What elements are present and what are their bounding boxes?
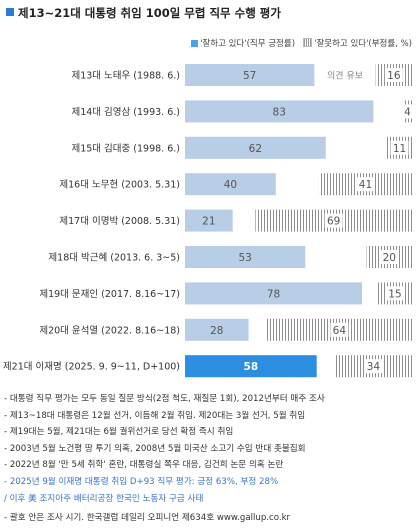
positive-bar — [185, 246, 306, 268]
negative-value-label: 15 — [388, 288, 401, 300]
legend-positive-label: '잘하고 있다'(직무 긍정률) — [200, 39, 296, 49]
negative-value-bg — [401, 104, 414, 119]
stacked-bar-chart: 제13대 노태우 (1988. 6.) 57 16 제14대 김영삼 (1993. 6… — [3, 64, 414, 378]
negative-value-label: 41 — [359, 179, 372, 191]
negative-value-label: 64 — [333, 325, 347, 337]
positive-value-label: 53 — [238, 252, 251, 264]
negative-value-label: 11 — [393, 143, 406, 155]
negative-value-bg — [364, 359, 383, 374]
positive-bar — [185, 282, 363, 305]
positive-value-label: 57 — [243, 70, 256, 82]
row-label: 제17대 이명박 (2008. 5.31) — [59, 216, 180, 227]
legend-negative-swatch — [303, 38, 313, 47]
positive-value-label: 83 — [273, 106, 286, 118]
negative-value-label: 69 — [327, 216, 340, 228]
row-label: 제20대 윤석열 (2022. 8.16~18) — [39, 325, 180, 336]
note-line: - 제13~18대 대통령은 12월 선거, 이듬해 2월 취임. 제20대는 … — [4, 410, 306, 421]
positive-value-label: 40 — [224, 179, 237, 191]
negative-value-label: 20 — [383, 252, 396, 264]
positive-bar — [185, 355, 317, 378]
row-label: 제13대 노태우 (1988. 6.) — [71, 71, 180, 82]
negative-value-bg — [324, 213, 343, 228]
positive-bar — [185, 136, 326, 159]
legend: '잘하고 있다'(직무 긍정률) '잘못하고 있다'(부정률, %) — [191, 37, 412, 49]
positive-value-label: 78 — [267, 288, 280, 300]
negative-value-bg — [356, 177, 375, 192]
positive-bar — [185, 173, 276, 196]
notes: - 대통령 직무 평가는 모두 동일 질문 방식(2점 척도, 재질문 1회),… — [4, 391, 418, 507]
row-label: 제19대 문재인 (2017. 8.16~17) — [39, 289, 180, 300]
negative-value-bg — [390, 140, 409, 155]
note-line: - 대통령 직무 평가는 모두 동일 질문 방식(2점 척도, 재질문 1회),… — [4, 394, 325, 404]
row-label: 제14대 김영삼 (1993. 6.) — [71, 106, 180, 118]
abstain-annotation: 의견 유보 — [327, 70, 363, 82]
negative-value-label: 34 — [367, 361, 381, 373]
row-label: 제15대 김대중 (1998. 6.) — [71, 142, 180, 154]
positive-bar — [185, 100, 374, 123]
negative-value-bg — [380, 250, 399, 264]
legend-negative-label: '잘못하고 있다'(부정률, %) — [314, 39, 412, 49]
source-note: - 괄호 안은 조사 시기. 한국갤럽 데일리 오피니언 제634호 www.g… — [4, 513, 291, 523]
positive-bar — [185, 209, 233, 232]
chart-title-text: 제13~21대 대통령 취임 100일 무렵 직무 수행 평가 — [18, 6, 281, 20]
positive-value-label: 62 — [249, 143, 262, 155]
positive-bar — [185, 318, 249, 341]
title-square-icon — [6, 8, 14, 16]
note-line: - 제19대는 5월, 제21대는 6월 궐위선거로 당선 확정 즉시 취임 — [4, 427, 234, 438]
note-line-highlight: - 2025년 9월 이재명 대통령 취임 D+93 직무 평가: 긍정 63%… — [4, 476, 279, 487]
negative-value-label: 4 — [404, 106, 411, 118]
chart-title: 제13~21대 대통령 취임 100일 무렵 직무 수행 평가 — [6, 5, 416, 21]
negative-value-label: 16 — [387, 70, 401, 82]
negative-value-bg — [384, 68, 403, 82]
row-label: 제18대 박근혜 (2013. 6. 3~5) — [48, 252, 180, 264]
positive-value-label: 58 — [244, 361, 259, 373]
negative-value-bg — [385, 286, 404, 301]
positive-value-label: 21 — [202, 216, 215, 228]
note-line-highlight: / 이후 美 조지아주 배터리공장 한국인 노동자 구금 사태 — [4, 493, 204, 504]
note-line: - 2003년 5월 노건평 땅 투기 의혹, 2008년 5월 미국산 소고기… — [4, 443, 306, 454]
note-line: - 2022년 8월 '만 5세 취학' 혼란, 대통령실 쪽우 대응, 김건희… — [4, 460, 284, 471]
negative-value-bg — [330, 322, 349, 337]
legend-positive-swatch — [191, 40, 199, 47]
row-label: 제16대 노무현 (2003. 5.31) — [59, 180, 180, 191]
row-label: 제21대 이재명 (2025. 9. 9~11, D+100) — [3, 362, 180, 373]
positive-bar — [185, 64, 315, 86]
positive-value-label: 28 — [210, 325, 223, 337]
